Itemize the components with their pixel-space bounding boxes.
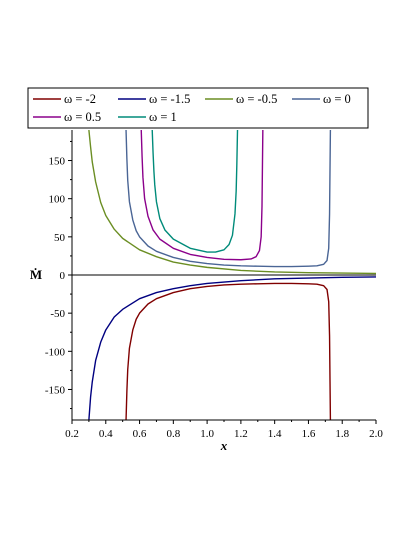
x-tick-label: 1.2 [234, 428, 248, 440]
legend-label: ω = -2 [64, 92, 96, 106]
y-tick-label: 100 [49, 194, 66, 206]
series-line-4 [125, 130, 332, 268]
series-line-1 [125, 282, 332, 420]
x-tick-label: 1.8 [335, 428, 349, 440]
legend-label: ω = 0.5 [64, 110, 101, 124]
legend-frame [27, 87, 369, 129]
y-axis-title: Ṁ [30, 267, 42, 282]
x-tick-label: 1.4 [268, 428, 282, 440]
legend-label: ω = 0 [323, 92, 351, 106]
x-tick-label: 0.6 [133, 428, 147, 440]
x-tick-label: 0.2 [65, 428, 79, 440]
x-axis-title: x [220, 438, 228, 453]
x-tick-label: 1.6 [302, 428, 316, 440]
x-tick-label: 0.8 [166, 428, 180, 440]
curves [88, 130, 376, 420]
x-tick-label: 0.4 [99, 428, 113, 440]
y-tick-label: 50 [54, 232, 66, 244]
y-tick-label: 0 [60, 270, 66, 282]
legend-label: ω = 1 [149, 110, 177, 124]
y-tick-label: 150 [49, 156, 66, 168]
x-tick-label: 2.0 [369, 428, 383, 440]
y-tick-label: -150 [45, 384, 66, 396]
series-line-2 [88, 276, 376, 420]
legend: ω = -2 ω = -1.5 ω = -0.5 ω = 0 ω = 0.5 ω = 1 [27, 87, 369, 129]
series-line-6 [151, 130, 239, 253]
series-line-3 [88, 130, 376, 275]
legend-label: ω = -1.5 [149, 92, 190, 106]
y-tick-label: -100 [45, 346, 66, 358]
axes: -150 -100 -50 0 50 100 150 0.2 0.4 0.6 0.8 1.0 1.2 1.… [30, 130, 383, 453]
series-line-5 [140, 130, 264, 261]
y-tick-label: -50 [50, 308, 65, 320]
legend-label: ω = -0.5 [236, 92, 277, 106]
x-tick-label: 1.0 [200, 428, 214, 440]
